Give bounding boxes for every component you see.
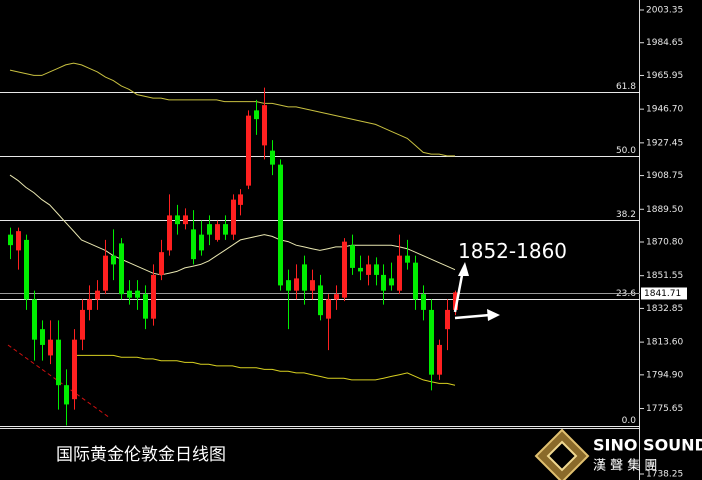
candle-body <box>437 344 442 375</box>
annotation: 1852-1860 <box>458 239 567 263</box>
indicator-line <box>73 354 456 386</box>
price-box <box>641 287 687 300</box>
candle-body <box>87 299 92 310</box>
candle-body <box>429 309 434 375</box>
candle-body <box>334 294 339 300</box>
candle-body <box>302 264 307 291</box>
y-tick-label: 1832.85 <box>646 304 683 314</box>
y-tick-label: 1851.55 <box>646 271 683 281</box>
candle-body <box>262 105 267 146</box>
chart-title: 国际黄金伦敦金日线图 <box>56 445 226 465</box>
arrow <box>453 269 465 313</box>
candle-body <box>24 239 29 300</box>
level-label: 50.0 <box>616 146 636 156</box>
y-tick-label: 1984.65 <box>646 38 683 48</box>
candle-body <box>223 224 228 235</box>
candle-body <box>64 385 69 405</box>
candle-body <box>119 243 124 295</box>
candle-body <box>159 252 164 275</box>
candle-body <box>151 274 156 319</box>
candle-body <box>143 294 148 319</box>
y-tick-label: 2003.35 <box>646 6 683 16</box>
candle-body <box>207 224 212 235</box>
candle-body <box>80 309 85 340</box>
y-tick-label: 1794.90 <box>646 370 683 380</box>
candle-body <box>215 224 220 240</box>
indicator-line <box>9 62 455 157</box>
arrow <box>454 313 491 320</box>
candle-body <box>278 164 283 286</box>
candle-body <box>294 278 299 291</box>
candle-body <box>310 280 315 291</box>
candle-body <box>366 264 371 275</box>
y-tick-label: 1813.60 <box>646 338 683 348</box>
candle-body <box>40 329 45 345</box>
candle-body <box>103 255 108 291</box>
candle-body <box>389 278 394 286</box>
candle-body <box>405 255 410 263</box>
candle-body <box>48 339 53 356</box>
candle-body <box>254 110 259 120</box>
candle-body <box>183 215 188 225</box>
candle-body <box>199 234 204 251</box>
candle-body <box>342 241 347 298</box>
level-label: 61.8 <box>616 82 636 92</box>
y-tick-label: 1738.25 <box>646 470 683 480</box>
indicator-line <box>9 174 456 276</box>
candle-body <box>326 299 331 319</box>
candle-body <box>381 274 386 291</box>
arrow-head <box>458 262 469 276</box>
candle-body <box>358 267 363 272</box>
price-label: 1841.71 <box>644 289 681 299</box>
y-tick-label: 1889.50 <box>646 205 683 215</box>
brand-name: SINO SOUND <box>593 436 702 455</box>
y-tick-label: 1908.75 <box>646 171 683 181</box>
candle-body <box>191 229 196 260</box>
y-tick-label: 1946.70 <box>646 105 683 115</box>
candle-body <box>16 231 21 251</box>
logo-mark <box>546 440 578 472</box>
candle-body <box>374 264 379 275</box>
candle-body <box>111 255 116 265</box>
candle-body <box>286 280 291 291</box>
candle-body <box>246 115 251 186</box>
candle-body <box>397 255 402 291</box>
arrow-head <box>487 309 500 321</box>
brand-subtitle: 漢 聲 集 團 <box>593 458 657 474</box>
y-tick-label: 1870.80 <box>646 238 683 248</box>
candle-body <box>413 262 418 300</box>
level-label: 0.0 <box>622 416 637 426</box>
y-tick-label: 1775.65 <box>646 404 683 414</box>
candle-body <box>175 215 180 225</box>
candle-body <box>421 294 426 310</box>
candle-body <box>318 285 323 316</box>
candle-body <box>270 150 275 165</box>
plot-area: 61.850.038.223.60.0 <box>0 62 640 427</box>
candle-body <box>72 339 77 400</box>
candle-body <box>135 290 140 298</box>
candle-body <box>350 245 355 268</box>
candle-body <box>453 292 458 310</box>
candle-body <box>231 199 236 235</box>
candle-body <box>8 234 13 246</box>
y-tick-label: 1927.45 <box>646 138 683 148</box>
candle-body <box>127 290 132 298</box>
candle-body <box>445 309 450 330</box>
candle-body <box>167 215 172 251</box>
y-tick-label: 1965.95 <box>646 71 683 81</box>
candle-body <box>56 339 61 386</box>
candle-body <box>238 194 243 205</box>
candle-body <box>32 299 37 340</box>
logo: SINO SOUND 漢 聲 集 團 <box>534 428 702 480</box>
arrows <box>453 262 500 321</box>
level-label: 38.2 <box>616 210 636 220</box>
candle-body <box>95 290 100 300</box>
